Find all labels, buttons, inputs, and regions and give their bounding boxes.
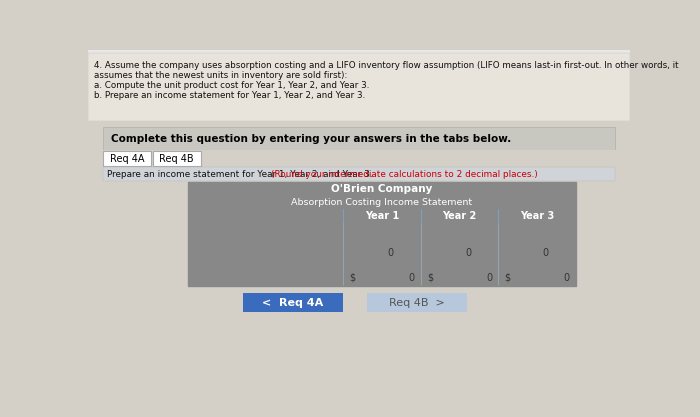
Text: 0: 0 <box>564 273 570 283</box>
Text: Complete this question by entering your answers in the tabs below.: Complete this question by entering your … <box>111 133 511 143</box>
Text: 0: 0 <box>388 248 393 258</box>
Bar <box>103 167 615 181</box>
Text: (Round your intermediate calculations to 2 decimal places.): (Round your intermediate calculations to… <box>271 169 538 178</box>
Text: 4. Assume the company uses absorption costing and a LIFO inventory flow assumpti: 4. Assume the company uses absorption co… <box>94 61 678 70</box>
Text: Req 4B: Req 4B <box>160 153 194 163</box>
Bar <box>188 183 575 196</box>
Text: $: $ <box>427 273 433 283</box>
Bar <box>188 183 575 286</box>
Bar <box>103 151 151 166</box>
Bar <box>153 151 201 166</box>
Bar <box>88 121 630 127</box>
Bar <box>188 208 575 223</box>
Bar <box>188 246 575 259</box>
Text: Absorption Costing Income Statement: Absorption Costing Income Statement <box>291 198 472 207</box>
Text: Year 2: Year 2 <box>442 211 477 221</box>
Text: assumes that the newest units in inventory are sold first):: assumes that the newest units in invento… <box>94 71 347 80</box>
Bar <box>188 259 575 270</box>
Text: 0: 0 <box>408 273 414 283</box>
Text: <  Req 4A: < Req 4A <box>262 298 323 308</box>
Bar <box>242 294 343 312</box>
Bar <box>188 223 575 235</box>
Text: Req 4B  >: Req 4B > <box>389 298 444 308</box>
Text: $: $ <box>349 273 356 283</box>
Text: Req 4A: Req 4A <box>110 153 144 163</box>
Bar <box>88 50 630 53</box>
Text: 0: 0 <box>465 248 471 258</box>
Text: b. Prepare an income statement for Year 1, Year 2, and Year 3.: b. Prepare an income statement for Year … <box>94 91 365 100</box>
Text: 0: 0 <box>486 273 492 283</box>
Bar <box>103 127 615 150</box>
Text: Prepare an income statement for Year 1, Year 2, and Year 3.: Prepare an income statement for Year 1, … <box>107 169 375 178</box>
Text: a. Compute the unit product cost for Year 1, Year 2, and Year 3.: a. Compute the unit product cost for Yea… <box>94 81 369 90</box>
Bar <box>188 196 575 208</box>
Text: O'Brien Company: O'Brien Company <box>331 184 433 194</box>
Bar <box>188 183 575 286</box>
Bar <box>188 235 575 246</box>
Text: Year 1: Year 1 <box>365 211 399 221</box>
Bar <box>88 53 630 121</box>
Text: 0: 0 <box>542 248 549 258</box>
Bar <box>367 294 468 312</box>
Bar <box>188 270 575 286</box>
Text: Year 3: Year 3 <box>520 211 554 221</box>
Text: $: $ <box>505 273 510 283</box>
Bar <box>88 150 630 167</box>
